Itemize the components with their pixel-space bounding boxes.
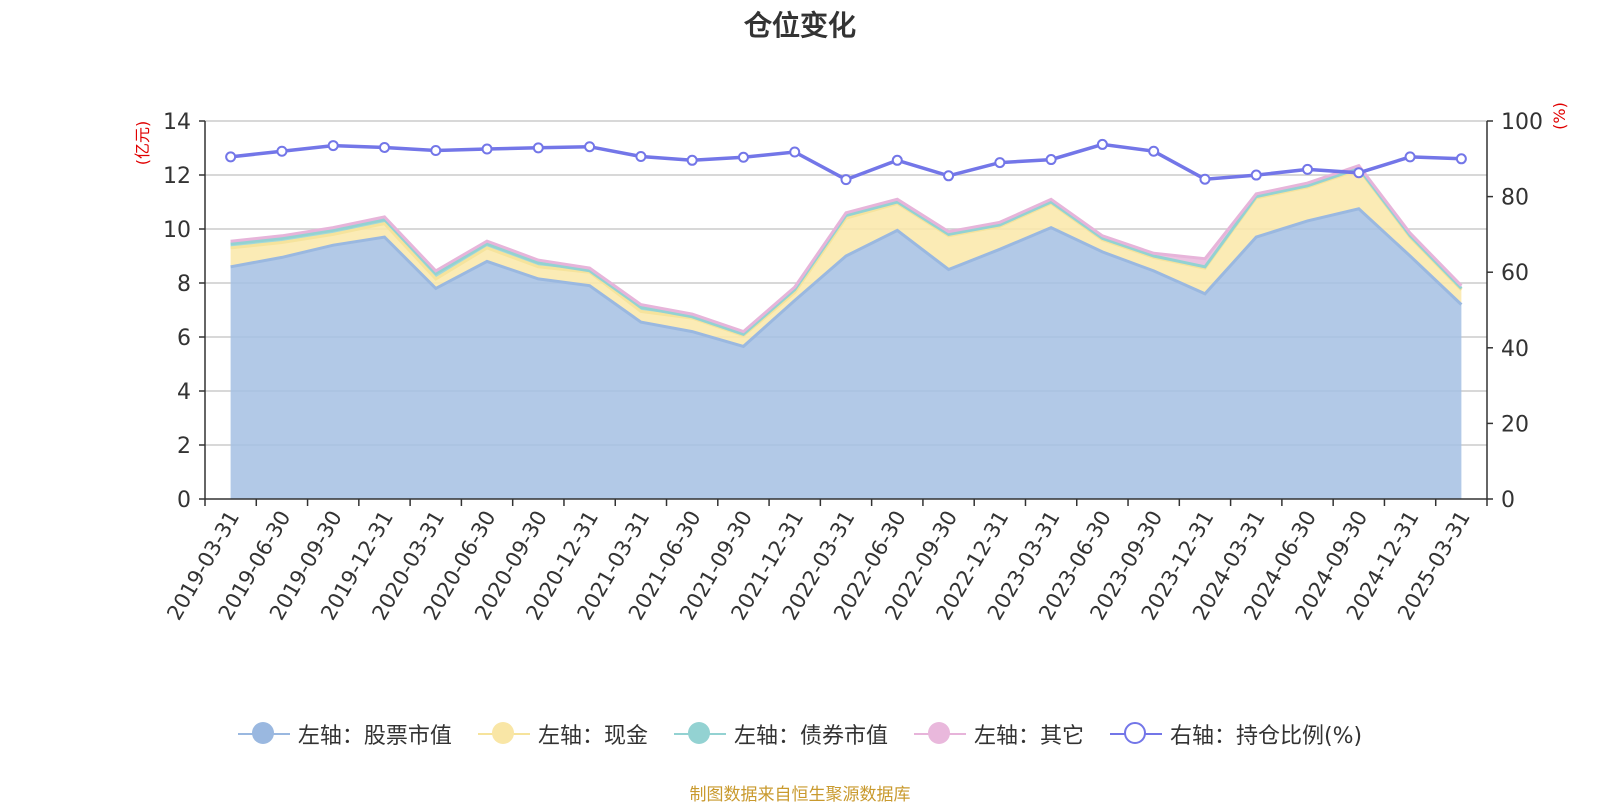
area-左轴：股票市值: [230, 208, 1462, 500]
left-tick-label: 0: [177, 488, 191, 513]
ratio-point: [1148, 145, 1160, 157]
legend-label-other: 左轴：其它: [973, 724, 1084, 749]
ratio-point: [1096, 138, 1108, 150]
right-tick-label: 0: [1501, 488, 1515, 513]
left-tick-label: 8: [177, 272, 191, 297]
legend-label-ratio: 右轴：持仓比例(%): [1169, 724, 1363, 749]
ratio-point: [481, 143, 493, 155]
legend-item-cash[interactable]: 左轴：现金: [477, 718, 648, 750]
left-axis-label: (亿元): [133, 121, 152, 166]
ratio-point: [1404, 151, 1416, 163]
left-tick-label: 12: [163, 164, 191, 189]
right-tick-label: 100: [1501, 110, 1543, 135]
left-tick-label: 10: [163, 218, 191, 243]
legend-label-bond: 左轴：债券市值: [733, 724, 888, 749]
ratio-point: [1302, 163, 1314, 175]
area-line-左轴：债券市值: [230, 166, 1463, 336]
source-note: 制图数据来自恒生聚源数据库: [689, 785, 911, 805]
area-左轴：其它: [230, 165, 1462, 335]
ratio-point: [994, 157, 1006, 169]
ratio-point: [891, 154, 903, 166]
ratio-point: [276, 145, 288, 157]
ratio-point: [584, 141, 596, 153]
left-tick-label: 4: [177, 380, 191, 405]
ratio-point: [1353, 167, 1365, 179]
left-tick-label: 2: [177, 434, 191, 459]
legend-swatch-stock: [237, 721, 290, 747]
ratio-point: [789, 146, 801, 158]
ratio-point: [532, 142, 544, 154]
legend-label-stock: 左轴：股票市值: [297, 724, 452, 749]
legend-item-ratio[interactable]: 右轴：持仓比例(%): [1109, 718, 1363, 750]
area-左轴：现金: [230, 169, 1462, 347]
left-tick-label: 14: [163, 110, 191, 135]
legend-item-stock[interactable]: 左轴：股票市值: [237, 718, 452, 750]
right-tick-label: 40: [1501, 337, 1529, 362]
left-tick-label: 6: [177, 326, 191, 351]
ratio-point: [686, 154, 698, 166]
ratio-point: [1455, 153, 1467, 165]
ratio-line: [225, 138, 1467, 186]
area-左轴：债券市值: [230, 168, 1462, 336]
legend-swatch-cash: [477, 721, 530, 747]
stacked-areas: [230, 163, 1463, 500]
legend-swatch-ratio: [1109, 721, 1162, 747]
ratio-point: [1199, 173, 1211, 185]
ratio-point: [430, 144, 442, 156]
right-tick-label: 80: [1501, 186, 1529, 211]
ratio-point: [327, 140, 339, 152]
ratio-point: [225, 151, 237, 163]
ratio-point: [1045, 154, 1057, 166]
right-tick-label: 20: [1501, 412, 1529, 437]
ratio-point: [943, 170, 955, 182]
chart-legend: 左轴：股票市值 左轴：现金 左轴：债券市值 左轴：其它 右轴：持仓比例(%): [0, 718, 1600, 750]
area-line-左轴：其它: [230, 163, 1463, 334]
legend-swatch-other: [913, 721, 966, 747]
legend-label-cash: 左轴：现金: [537, 724, 648, 749]
legend-item-other[interactable]: 左轴：其它: [913, 718, 1084, 750]
ratio-point: [635, 151, 647, 163]
ratio-point: [737, 151, 749, 163]
chart-title: 仓位变化: [743, 9, 856, 42]
right-tick-label: 60: [1501, 261, 1529, 286]
ratio-point: [840, 174, 852, 186]
ratio-point: [378, 141, 390, 153]
legend-item-bond[interactable]: 左轴：债券市值: [673, 718, 888, 750]
legend-swatch-bond: [673, 721, 726, 747]
ratio-point: [1250, 169, 1262, 181]
area-line-左轴：股票市值: [230, 207, 1463, 349]
right-axis-label: (%): [1550, 102, 1569, 130]
